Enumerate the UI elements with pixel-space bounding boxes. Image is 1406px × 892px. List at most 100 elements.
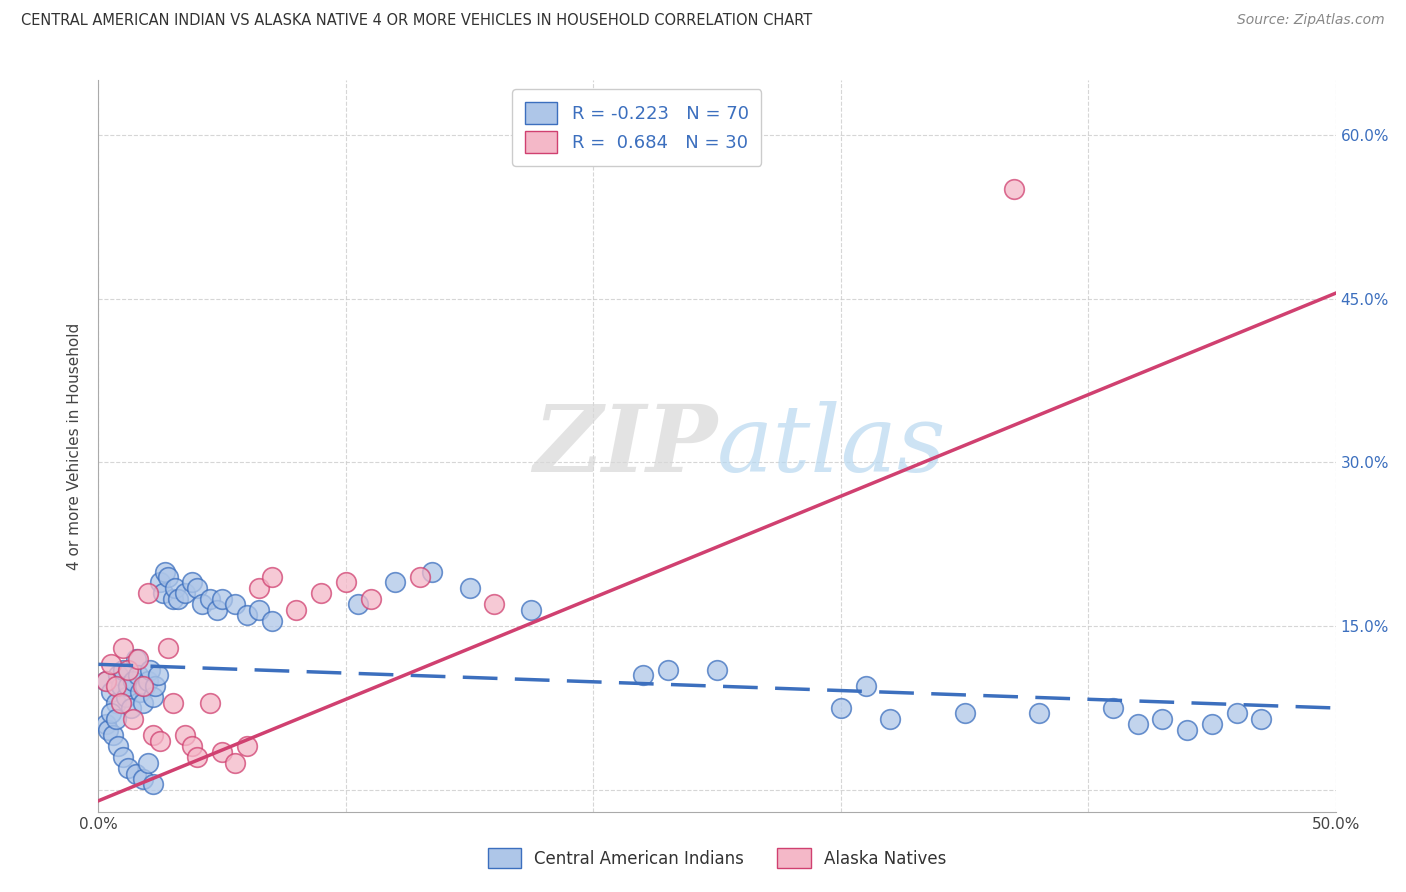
Point — [335, 575, 357, 590]
Point — [1201, 717, 1223, 731]
Point — [162, 696, 184, 710]
Point — [224, 597, 246, 611]
Point — [181, 575, 204, 590]
Point — [191, 597, 214, 611]
Point — [1126, 717, 1149, 731]
Point — [384, 575, 406, 590]
Point — [1152, 712, 1174, 726]
Point — [181, 739, 204, 754]
Point — [1175, 723, 1198, 737]
Point — [260, 614, 283, 628]
Point — [142, 777, 165, 791]
Point — [155, 565, 177, 579]
Point — [104, 712, 127, 726]
Point — [117, 761, 139, 775]
Point — [97, 723, 120, 737]
Point — [112, 663, 135, 677]
Point — [156, 570, 179, 584]
Point — [174, 586, 197, 600]
Point — [132, 679, 155, 693]
Point — [117, 663, 139, 677]
Point — [136, 673, 159, 688]
Point — [247, 581, 270, 595]
Legend: Central American Indians, Alaska Natives: Central American Indians, Alaska Natives — [479, 839, 955, 877]
Point — [114, 690, 136, 704]
Point — [706, 663, 728, 677]
Point — [127, 668, 149, 682]
Point — [205, 603, 228, 617]
Point — [156, 640, 179, 655]
Point — [347, 597, 370, 611]
Point — [186, 750, 208, 764]
Point — [1226, 706, 1249, 721]
Point — [165, 581, 187, 595]
Point — [285, 603, 308, 617]
Point — [129, 684, 152, 698]
Point — [166, 591, 188, 606]
Point — [120, 701, 142, 715]
Point — [100, 657, 122, 672]
Point — [142, 690, 165, 704]
Point — [1028, 706, 1050, 721]
Point — [132, 696, 155, 710]
Point — [309, 586, 332, 600]
Point — [122, 673, 145, 688]
Point — [149, 733, 172, 747]
Point — [132, 772, 155, 786]
Point — [107, 739, 129, 754]
Point — [186, 581, 208, 595]
Point — [198, 591, 221, 606]
Point — [94, 717, 117, 731]
Y-axis label: 4 or more Vehicles in Household: 4 or more Vehicles in Household — [67, 322, 83, 570]
Point — [100, 684, 122, 698]
Point — [830, 701, 852, 715]
Point — [855, 679, 877, 693]
Point — [112, 640, 135, 655]
Point — [236, 739, 259, 754]
Point — [1102, 701, 1125, 715]
Point — [110, 679, 132, 693]
Point — [117, 679, 139, 693]
Point — [198, 696, 221, 710]
Point — [127, 652, 149, 666]
Point — [247, 603, 270, 617]
Point — [260, 570, 283, 584]
Point — [136, 586, 159, 600]
Point — [631, 668, 654, 682]
Point — [657, 663, 679, 677]
Point — [104, 679, 127, 693]
Point — [211, 745, 233, 759]
Point — [149, 575, 172, 590]
Point — [422, 565, 444, 579]
Point — [484, 597, 506, 611]
Point — [146, 668, 169, 682]
Point — [224, 756, 246, 770]
Point — [520, 603, 543, 617]
Point — [409, 570, 432, 584]
Point — [211, 591, 233, 606]
Point — [110, 696, 132, 710]
Point — [104, 696, 127, 710]
Point — [236, 608, 259, 623]
Text: atlas: atlas — [717, 401, 946, 491]
Point — [94, 673, 117, 688]
Point — [124, 766, 146, 780]
Point — [112, 750, 135, 764]
Point — [94, 673, 117, 688]
Point — [143, 679, 166, 693]
Point — [139, 663, 162, 677]
Point — [953, 706, 976, 721]
Point — [879, 712, 901, 726]
Point — [1250, 712, 1272, 726]
Point — [122, 712, 145, 726]
Point — [142, 728, 165, 742]
Text: CENTRAL AMERICAN INDIAN VS ALASKA NATIVE 4 OR MORE VEHICLES IN HOUSEHOLD CORRELA: CENTRAL AMERICAN INDIAN VS ALASKA NATIVE… — [21, 13, 813, 29]
Point — [152, 586, 174, 600]
Point — [162, 591, 184, 606]
Text: Source: ZipAtlas.com: Source: ZipAtlas.com — [1237, 13, 1385, 28]
Point — [1002, 182, 1025, 196]
Point — [100, 706, 122, 721]
Point — [103, 728, 125, 742]
Point — [134, 679, 156, 693]
Point — [107, 668, 129, 682]
